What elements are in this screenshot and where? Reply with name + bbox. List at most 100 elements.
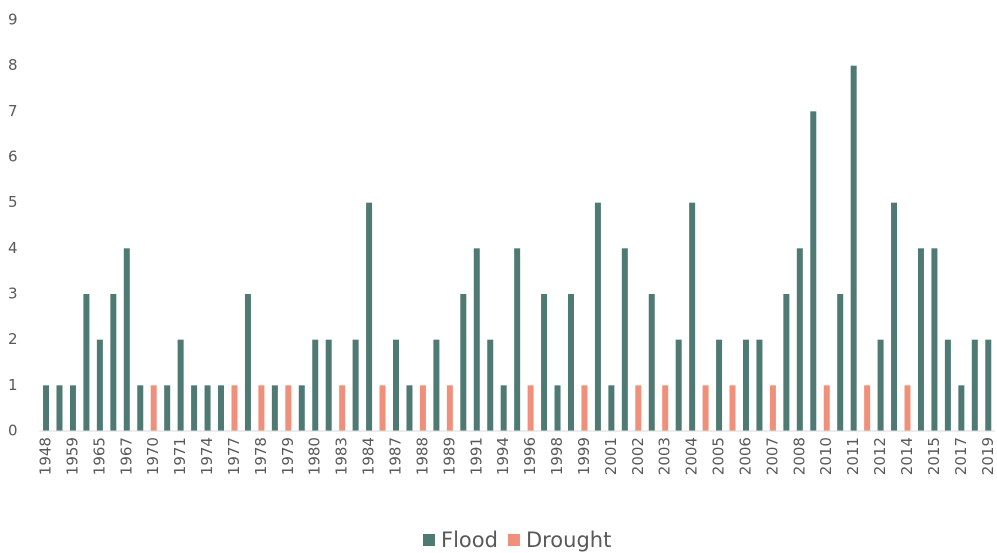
bar [716, 339, 723, 431]
bar [177, 339, 184, 431]
x-tick-label: 2003 [656, 437, 674, 475]
bar [527, 385, 534, 431]
bar [608, 385, 615, 431]
bar [164, 385, 171, 431]
bar [891, 202, 898, 431]
bar [366, 202, 373, 431]
x-tick-label: 2015 [925, 437, 943, 475]
legend-item: Drought [507, 528, 611, 552]
bar [635, 385, 642, 431]
bar [379, 385, 386, 431]
bar [69, 385, 76, 431]
bar [43, 385, 50, 431]
bar [150, 385, 157, 431]
bar [594, 202, 601, 431]
bar [917, 248, 924, 431]
legend-item: Flood [422, 528, 498, 552]
bar [864, 385, 871, 431]
x-tick-label: 1978 [252, 437, 270, 475]
legend: Flood Drought [422, 528, 611, 552]
x-tick-label: 2001 [602, 437, 620, 475]
y-tick-label: 4 [8, 239, 18, 257]
bar [406, 385, 413, 431]
x-tick-label: 2017 [952, 437, 970, 475]
x-tick-label: 2008 [790, 437, 808, 475]
x-tick-label: 2002 [629, 437, 647, 475]
x-tick-label: 1994 [494, 437, 512, 475]
bar [433, 339, 440, 431]
x-tick-label: 2011 [844, 437, 862, 475]
x-tick-label: 2006 [736, 437, 754, 475]
bar [877, 339, 884, 431]
legend-label: Flood [441, 528, 498, 552]
bar [446, 385, 453, 431]
bar [702, 385, 709, 431]
y-tick-label: 8 [8, 56, 18, 74]
x-tick-label: 1999 [575, 437, 593, 475]
bar [244, 294, 251, 431]
x-tick-label: 2007 [763, 437, 781, 475]
bar [783, 294, 790, 431]
x-tick-label: 1979 [279, 437, 297, 475]
bar [675, 339, 682, 431]
bar [83, 294, 90, 431]
bar [460, 294, 467, 431]
bar [271, 385, 278, 431]
x-tick-label: 1983 [333, 437, 351, 475]
bar [123, 248, 130, 431]
y-tick-label: 9 [8, 11, 18, 29]
bar [985, 339, 992, 431]
bar [796, 248, 803, 431]
x-tick-label: 1998 [548, 437, 566, 475]
bar [581, 385, 588, 431]
bar [110, 294, 117, 431]
x-tick-label: 2014 [898, 437, 916, 475]
x-tick-label: 1974 [198, 437, 216, 475]
x-tick-label: 1970 [144, 437, 162, 475]
bar [325, 339, 332, 431]
bar [298, 385, 305, 431]
bar [958, 385, 965, 431]
x-tick-label: 2019 [979, 437, 997, 475]
y-tick-label: 1 [8, 376, 18, 394]
x-tick-label: 1991 [467, 437, 485, 475]
bar [689, 202, 696, 431]
bar [810, 111, 817, 431]
x-tick-label: 1967 [117, 437, 135, 475]
bar [567, 294, 574, 431]
bar [56, 385, 63, 431]
y-tick-label: 2 [8, 330, 18, 348]
x-tick-label: 1959 [63, 437, 81, 475]
bar [137, 385, 144, 431]
x-tick-label: 2004 [683, 437, 701, 475]
x-tick-label: 1965 [90, 437, 108, 475]
bar [204, 385, 211, 431]
bar [944, 339, 951, 431]
bar [500, 385, 507, 431]
x-tick-label: 1987 [387, 437, 405, 475]
bar [769, 385, 776, 431]
bar [931, 248, 938, 431]
bar [554, 385, 561, 431]
x-tick-label: 1984 [360, 437, 378, 475]
bar [419, 385, 426, 431]
bar [487, 339, 494, 431]
bar [971, 339, 978, 431]
x-tick-label: 1989 [440, 437, 458, 475]
bar [541, 294, 548, 431]
bar [648, 294, 655, 431]
x-tick-label: 2012 [871, 437, 889, 475]
bar [621, 248, 628, 431]
bar [904, 385, 911, 431]
x-tick-label: 1996 [521, 437, 539, 475]
x-tick-label: 1988 [413, 437, 431, 475]
bar [312, 339, 319, 431]
bar [662, 385, 669, 431]
legend-swatch [422, 534, 435, 546]
bar [231, 385, 238, 431]
x-tick-label: 2010 [817, 437, 835, 475]
bar [473, 248, 480, 431]
bar [285, 385, 292, 431]
x-tick-label: 1971 [171, 437, 189, 475]
bar [823, 385, 830, 431]
